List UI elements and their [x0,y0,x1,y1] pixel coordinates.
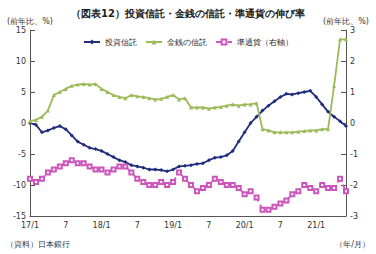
svg-text:投資信託: 投資信託 [104,38,137,47]
svg-text:準通貨（右軸）: 準通貨（右軸） [237,38,293,47]
svg-text:-1: -1 [350,150,358,159]
svg-text:-15: -15 [13,212,26,221]
svg-text:7: 7 [63,221,68,230]
svg-text:19/1: 19/1 [164,221,182,230]
svg-text:-5: -5 [18,150,26,159]
svg-text:0: 0 [350,119,355,128]
svg-text:5: 5 [21,88,26,97]
svg-text:2: 2 [350,57,355,66]
svg-text:金銭の信託: 金銭の信託 [167,38,207,47]
svg-text:18/1: 18/1 [93,221,111,230]
svg-text:-10: -10 [13,181,26,190]
svg-text:(前年比、%): (前年比、%) [323,17,369,26]
svg-text:1: 1 [350,88,355,97]
svg-text:3: 3 [350,26,355,35]
svg-text:7: 7 [278,221,283,230]
svg-text:10: 10 [16,57,26,66]
svg-text:-3: -3 [350,212,358,221]
svg-text:17/1: 17/1 [21,221,39,230]
svg-text:0: 0 [21,119,26,128]
svg-text:20/1: 20/1 [236,221,254,230]
svg-text:21/1: 21/1 [307,221,325,230]
svg-text:(前年比、%): (前年比、%) [7,17,53,26]
svg-text:7: 7 [135,221,140,230]
svg-text:（年/月）: （年/月） [335,240,370,249]
svg-text:（図表12）投資信託・金銭の信託・準通貨の伸び率: （図表12）投資信託・金銭の信託・準通貨の伸び率 [71,8,305,20]
svg-text:（資料）日本銀行: （資料）日本銀行 [6,240,70,249]
svg-text:15: 15 [16,26,26,35]
svg-text:-2: -2 [350,181,358,190]
svg-text:7: 7 [206,221,211,230]
